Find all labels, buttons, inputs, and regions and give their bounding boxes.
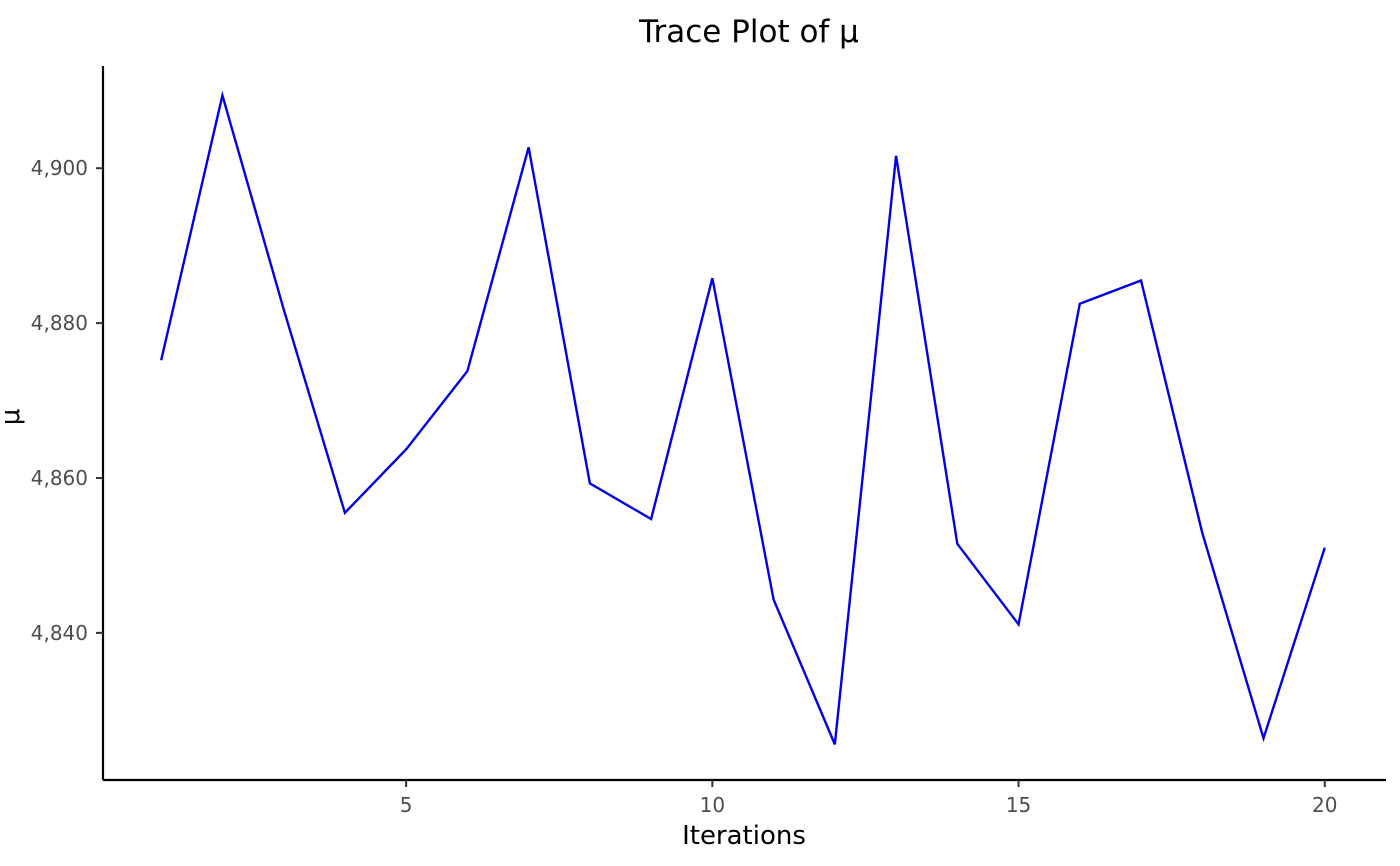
data-point-5 (404, 447, 408, 451)
data-point-2 (220, 93, 224, 97)
x-tick-label-20: 20 (1312, 793, 1337, 817)
data-point-20 (1323, 546, 1327, 550)
y-axis-ticks: 4,840 4,860 4,880 4,900 (31, 156, 103, 645)
data-point-6 (465, 369, 469, 373)
y-axis-title: μ (0, 409, 26, 426)
x-tick-label-15: 15 (1006, 793, 1031, 817)
data-point-8 (588, 481, 592, 485)
plot-area (159, 90, 1327, 746)
y-tick-label-4840: 4,840 (31, 621, 88, 645)
data-point-16 (1078, 302, 1082, 306)
y-tick-label-4900: 4,900 (31, 156, 88, 180)
data-point-19 (1262, 736, 1266, 740)
data-point-7 (527, 145, 531, 149)
series-line-mu (160, 90, 1326, 745)
x-axis-ticks: 5 10 15 20 (400, 780, 1337, 817)
data-point-10 (710, 276, 714, 280)
chart-title: Trace Plot of μ (638, 14, 859, 50)
y-tick-label-4860: 4,860 (31, 466, 88, 490)
data-point-12 (833, 742, 837, 746)
data-point-15 (1017, 622, 1021, 626)
x-tick-label-5: 5 (400, 793, 413, 817)
data-point-3 (282, 307, 286, 311)
x-axis-title: Iterations (682, 821, 806, 851)
data-point-1 (159, 358, 163, 362)
data-point-14 (955, 542, 959, 546)
data-point-18 (1200, 531, 1204, 535)
data-point-17 (1139, 279, 1143, 283)
x-tick-label-10: 10 (700, 793, 725, 817)
data-point-9 (649, 517, 653, 521)
data-point-13 (894, 154, 898, 158)
data-point-4 (343, 511, 347, 515)
y-tick-label-4880: 4,880 (31, 311, 88, 335)
data-point-11 (772, 598, 776, 602)
